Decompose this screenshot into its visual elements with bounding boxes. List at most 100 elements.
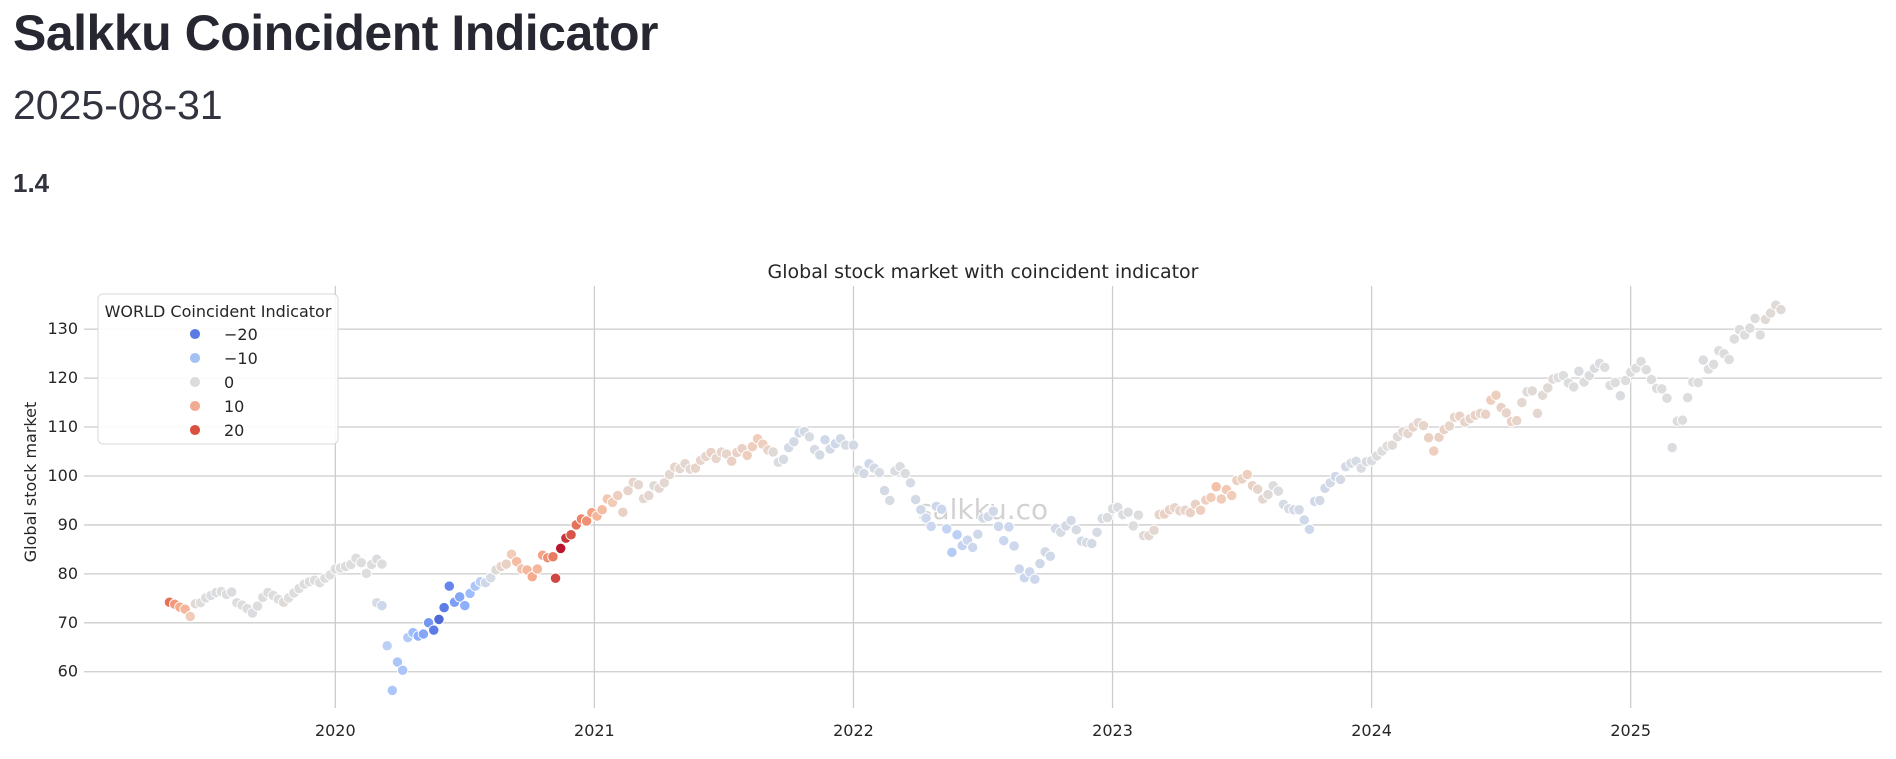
- legend-label: 10: [224, 397, 244, 416]
- data-point: [946, 546, 958, 558]
- data-point: [1003, 521, 1015, 533]
- data-point: [459, 600, 471, 612]
- data-point: [1443, 420, 1455, 432]
- data-point: [777, 453, 790, 465]
- data-point: [1490, 389, 1502, 401]
- data-point: [920, 512, 932, 524]
- data-point: [1775, 303, 1787, 316]
- data-point: [485, 572, 497, 584]
- legend-marker: [189, 328, 201, 340]
- data-point: [998, 534, 1010, 547]
- data-point: [1516, 396, 1528, 409]
- data-point: [443, 580, 455, 592]
- y-tick-label: 70: [58, 613, 78, 632]
- data-point: [767, 446, 779, 458]
- data-point: [1568, 381, 1580, 393]
- data-point: [1661, 392, 1673, 404]
- data-point: [1034, 557, 1046, 570]
- data-point: [1086, 537, 1098, 550]
- x-tick-label: 2021: [574, 721, 615, 740]
- data-point: [1091, 526, 1103, 538]
- data-point: [1428, 445, 1440, 457]
- data-point: [1728, 333, 1740, 345]
- data-point: [814, 449, 826, 461]
- data-point: [803, 431, 816, 443]
- legend-label: −10: [224, 349, 258, 368]
- data-point: [417, 628, 430, 640]
- data-point: [391, 656, 404, 668]
- data-point: [617, 506, 629, 518]
- data-point: [966, 541, 979, 554]
- data-point: [1707, 358, 1720, 371]
- x-tick-label: 2020: [315, 721, 356, 740]
- data-point: [1666, 441, 1678, 454]
- data-point: [1148, 524, 1160, 536]
- data-point: [1744, 322, 1756, 334]
- y-tick-label: 110: [47, 417, 78, 436]
- grid-lines: [84, 286, 1882, 708]
- data-point: [1065, 514, 1077, 527]
- legend-label: 0: [224, 373, 234, 392]
- data-point: [1205, 491, 1217, 504]
- data-point: [915, 504, 927, 516]
- legend-marker: [189, 376, 201, 388]
- data-point: [689, 462, 702, 474]
- legend-title: WORLD Coincident Indicator: [105, 302, 332, 321]
- data-point: [1226, 489, 1238, 502]
- data-point: [1298, 514, 1310, 526]
- data-point: [1656, 383, 1668, 395]
- data-point: [1479, 408, 1492, 420]
- data-point: [1526, 385, 1538, 397]
- data-point: [580, 515, 593, 527]
- data-point: [1500, 407, 1512, 419]
- data-point: [1122, 506, 1134, 518]
- data-point: [1013, 563, 1025, 575]
- data-point: [1754, 329, 1766, 341]
- data-point: [1433, 431, 1445, 443]
- data-point: [549, 572, 562, 584]
- data-point: [397, 664, 409, 676]
- data-point: [1599, 361, 1611, 373]
- data-point: [184, 610, 196, 623]
- data-point: [1132, 509, 1145, 521]
- scatter-chart: Global stock market with coincident indi…: [21, 261, 1882, 740]
- data-point: [1573, 365, 1585, 377]
- y-tick-labels: 60 70 80 90 100 110 120 130: [47, 319, 78, 681]
- y-tick-label: 90: [58, 515, 78, 534]
- data-point: [1645, 373, 1658, 386]
- data-point: [941, 523, 953, 535]
- data-point: [500, 558, 512, 570]
- data-point: [1386, 439, 1398, 451]
- data-point: [1697, 354, 1709, 366]
- data-point: [1334, 473, 1347, 486]
- legend-marker: [189, 352, 201, 364]
- data-point: [433, 613, 445, 626]
- data-point: [878, 485, 891, 497]
- data-point: [1723, 353, 1735, 366]
- data-point: [547, 551, 559, 563]
- y-axis-label: Global stock market: [21, 402, 40, 562]
- data-point: [1749, 312, 1761, 325]
- data-point: [1614, 390, 1626, 402]
- data-point: [1194, 504, 1207, 516]
- legend-marker: [189, 424, 201, 436]
- data-point: [376, 558, 388, 570]
- data-point: [1635, 355, 1647, 368]
- indicator-value: 1.4: [13, 168, 50, 198]
- legend-label: 20: [224, 421, 244, 440]
- data-point: [1101, 511, 1114, 524]
- data-point: [1619, 374, 1632, 387]
- chart-container: Global stock market with coincident indi…: [0, 250, 1896, 754]
- data-point: [355, 556, 367, 569]
- data-point: [925, 520, 937, 533]
- data-point: [360, 567, 373, 580]
- data-point: [1251, 483, 1264, 495]
- y-tick-label: 60: [58, 662, 78, 681]
- data-point: [819, 434, 831, 446]
- data-point: [555, 542, 567, 555]
- data-point: [1764, 307, 1777, 319]
- data-point: [612, 489, 624, 502]
- data-point: [1184, 507, 1196, 519]
- x-tick-label: 2022: [833, 721, 874, 740]
- data-point: [847, 439, 860, 451]
